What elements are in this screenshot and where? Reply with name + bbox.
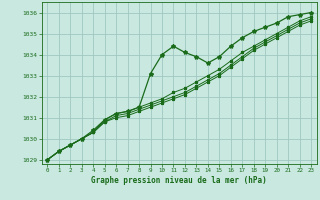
X-axis label: Graphe pression niveau de la mer (hPa): Graphe pression niveau de la mer (hPa) (91, 176, 267, 185)
